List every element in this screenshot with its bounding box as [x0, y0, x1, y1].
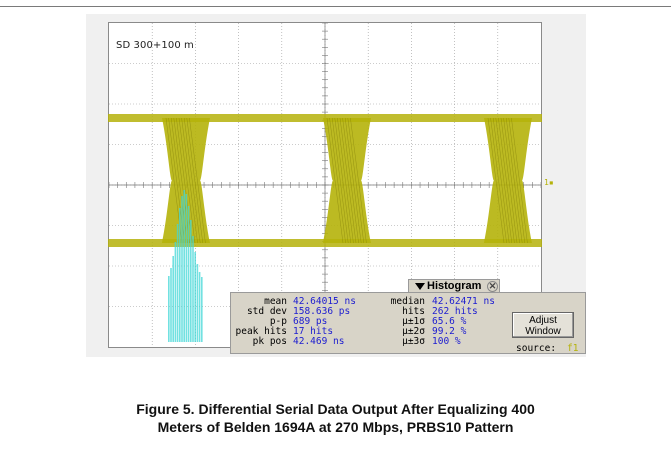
stat-value: 42.469 ns: [293, 336, 345, 347]
eye-crossing: [323, 118, 371, 243]
histogram-bar: [194, 252, 196, 342]
adjust-button-line2: Window: [525, 326, 561, 337]
caption-line-1: Figure 5. Differential Serial Data Outpu…: [136, 401, 535, 417]
eye-trace: [342, 117, 359, 244]
histogram-bar: [168, 276, 170, 342]
stat-label: μ±3σ: [402, 336, 425, 347]
histogram-bar: [183, 190, 185, 342]
histogram-bar: [196, 264, 199, 342]
stat-label: μ±1σ: [402, 316, 425, 327]
figure-caption: Figure 5. Differential Serial Data Outpu…: [40, 400, 631, 436]
stat-value: 100 %: [432, 336, 461, 347]
stat-value: 17 hits: [293, 326, 334, 337]
stat-label: μ±2σ: [402, 326, 425, 337]
adjust-window-button[interactable]: Adjust Window: [512, 312, 574, 338]
histogram-bar: [187, 206, 190, 342]
eye-trace: [186, 117, 204, 244]
histogram-tab[interactable]: Histogram ✕: [408, 279, 500, 293]
source-value[interactable]: f1: [567, 343, 579, 354]
eye-trace: [176, 117, 193, 244]
stat-label: pk pos: [252, 336, 287, 347]
eye-trace: [331, 117, 349, 244]
eye-trace: [508, 117, 526, 244]
eye-trace: [344, 117, 362, 244]
eye-trace: [178, 117, 196, 244]
eye-trace: [337, 117, 354, 244]
eye-trace: [329, 117, 346, 244]
eye-crossing: [162, 118, 210, 243]
stat-label: median: [390, 296, 425, 307]
histogram-bar: [181, 196, 183, 342]
caption-line-2: Meters of Belden 1694A at 270 Mbps, PRBS…: [157, 419, 514, 435]
stat-label: peak hits: [235, 326, 287, 337]
histogram-bar: [192, 236, 194, 342]
histogram-bar: [179, 208, 181, 342]
eye-trace: [498, 117, 515, 244]
adjust-button-line1: Adjust: [529, 315, 557, 326]
histogram-bar: [190, 220, 192, 342]
stat-label: p-p: [269, 316, 287, 327]
histogram-bar: [170, 268, 172, 342]
stat-value: 99.2 %: [432, 326, 467, 337]
stat-value: 42.62471 ns: [432, 296, 495, 307]
stat-value: 262 hits: [432, 306, 478, 317]
stat-label: mean: [264, 296, 287, 307]
histogram-stats-panel: mean 42.64015 ns std dev 158.636 ps p-p 689 p…: [230, 292, 586, 354]
eye-trace: [347, 117, 365, 244]
top-rule: [0, 6, 671, 7]
eye-trace: [339, 117, 357, 244]
eye-trace: [487, 117, 505, 244]
eye-trace: [326, 117, 344, 244]
stat-label: hits: [402, 306, 425, 317]
eye-trace: [350, 117, 367, 244]
eye-trace: [490, 117, 507, 244]
eye-trace: [492, 117, 510, 244]
source-label: source:: [516, 343, 557, 354]
eye-trace: [183, 117, 201, 244]
eye-trace: [189, 117, 206, 244]
eye-trace: [511, 117, 528, 244]
histogram-bar: [174, 242, 177, 342]
eye-trace: [505, 117, 523, 244]
histogram-bar: [176, 224, 179, 342]
stat-value: 42.64015 ns: [293, 296, 356, 307]
eye-trace: [495, 117, 513, 244]
stat-value: 65.6 %: [432, 316, 467, 327]
histogram-bar: [201, 277, 203, 342]
trigger-level-marker: 1▪: [544, 178, 554, 187]
stat-value: 689 ps: [293, 316, 328, 327]
eye-trace: [500, 117, 518, 244]
histogram-bar: [185, 194, 188, 342]
histogram-bar: [172, 256, 174, 342]
close-icon[interactable]: ✕: [487, 281, 498, 292]
eye-trace: [503, 117, 520, 244]
histogram-bar: [198, 272, 201, 342]
eye-trace: [334, 117, 352, 244]
scope-channel-label: SD 300+100 m: [116, 40, 194, 51]
histogram-title: Histogram: [427, 280, 482, 292]
stat-label: std dev: [246, 306, 287, 317]
stat-value: 158.636 ps: [293, 306, 351, 317]
dropdown-triangle-icon[interactable]: [415, 283, 425, 290]
eye-trace: [181, 117, 198, 244]
eye-crossing: [484, 118, 532, 243]
